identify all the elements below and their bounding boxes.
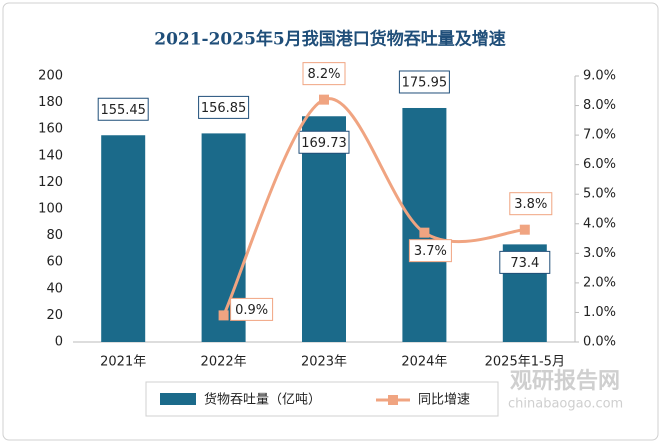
bar [402,107,447,342]
y2-tick-label: 9.0% [583,69,616,84]
x-tick-label: 2023年 [301,355,347,370]
x-tick-label: 2024年 [401,355,447,370]
legend-label: 货物吞吐量（亿吨） [204,392,321,408]
marker [319,94,329,105]
y-tick-label: 0 [55,335,63,350]
y-tick-label: 40 [46,281,63,296]
data-label: 73.4 [510,256,539,271]
data-label: 175.95 [402,75,448,90]
data-label-box [97,97,149,121]
x-tick-label: 2021年 [100,355,146,370]
data-label: 169.73 [301,136,347,151]
x-tick-label: 2025年1-5月 [485,355,565,370]
y2-tick-label: 6.0% [583,157,616,172]
line [222,97,525,317]
y-tick-label: 100 [38,202,63,217]
marker [419,227,430,238]
data-label-box [302,62,346,86]
y-tick-label: 80 [46,228,63,243]
data-label-box [198,95,250,119]
watermark: 观研报告网 [510,369,620,394]
y2-tick-label: 8.0% [583,98,616,113]
legend-box [145,381,499,417]
legend-marker [388,395,398,405]
marker [519,224,530,235]
bar [101,135,146,342]
legend-label: 同比增速 [418,393,470,408]
marker [218,310,229,321]
watermark: chinabaogao.com [508,397,623,412]
data-label-box [509,192,553,216]
chart-title: 2021-2025年5月我国港口货物吞吐量及增速 [154,29,506,50]
data-label-box [408,239,452,263]
y2-tick-label: 1.0% [583,305,616,320]
y2-tick-label: 3.0% [583,246,616,261]
legend-swatch [160,393,196,405]
data-label-box [298,130,350,154]
y-tick-label: 200 [38,69,63,84]
y-tick-label: 160 [38,122,63,137]
data-label: 155.45 [100,103,146,118]
data-label-box [499,250,551,274]
y-tick-label: 60 [46,255,63,270]
y-tick-label: 180 [38,95,63,110]
y2-tick-label: 4.0% [583,216,616,231]
data-label-box [398,70,450,94]
y2-tick-label: 0.0% [583,335,616,350]
data-label-box [230,297,274,321]
y2-tick-label: 7.0% [583,128,616,143]
y2-tick-label: 2.0% [583,275,616,290]
data-label: 3.7% [414,244,447,259]
y2-tick-label: 5.0% [583,187,616,202]
y-tick-label: 120 [38,175,63,190]
y-tick-label: 20 [46,308,63,323]
bar [302,116,346,343]
data-label: 0.9% [235,303,268,318]
data-label: 3.8% [514,197,547,212]
data-label: 8.2% [307,67,340,82]
x-tick-label: 2022年 [201,355,247,370]
y-tick-label: 140 [38,148,63,163]
data-label: 156.85 [201,101,247,116]
